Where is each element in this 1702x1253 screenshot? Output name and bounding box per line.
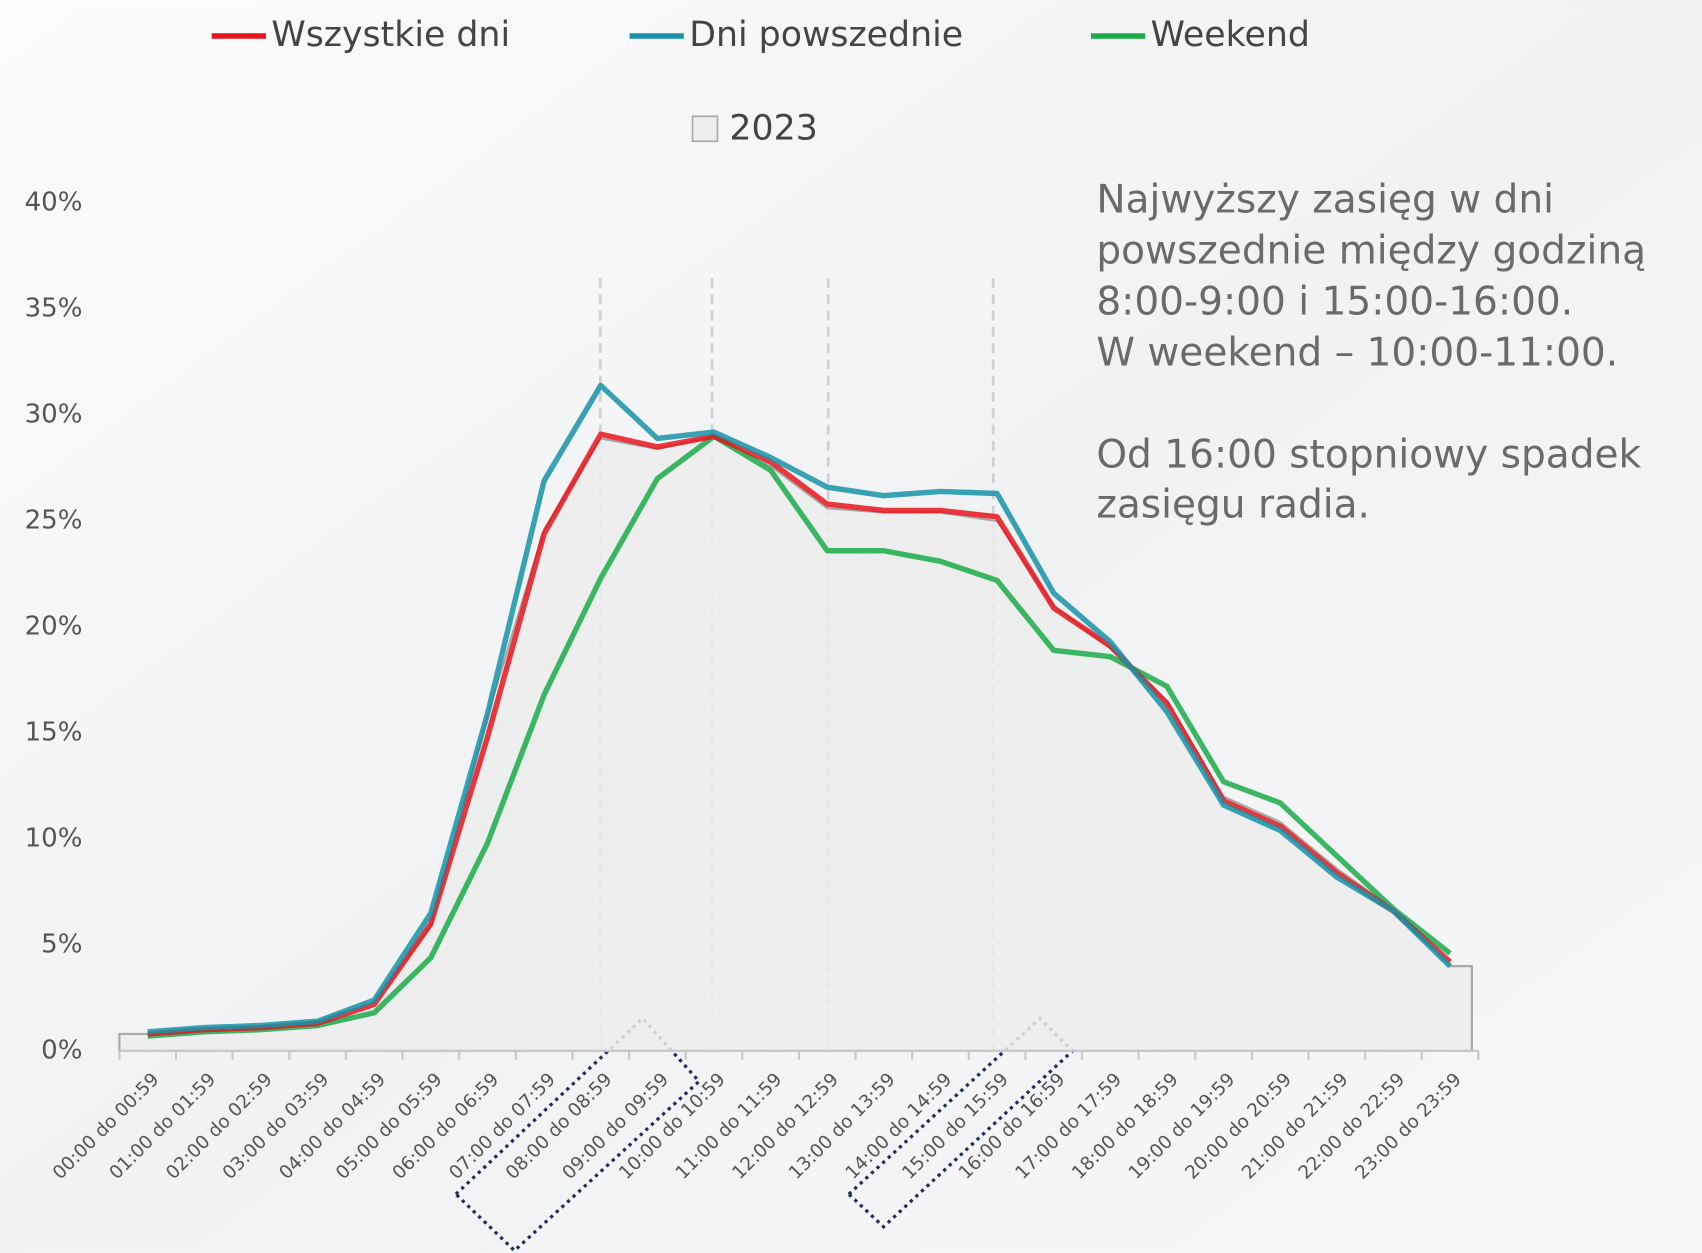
y-tick-label: 5% [41, 929, 82, 959]
y-tick-label: 40% [25, 188, 83, 218]
y-tick-label: 35% [25, 294, 83, 324]
y-tick-label: 10% [25, 823, 83, 853]
page: {"chart_data": { "type": "line", "catego… [0, 0, 1702, 1253]
y-tick-label: 15% [25, 718, 83, 748]
annotation-line: powszednie między godziną [1096, 229, 1646, 274]
annotation-line: zasięgu radia. [1096, 483, 1370, 528]
y-tick-label: 30% [25, 400, 83, 430]
annotation-line: W weekend – 10:00-11:00. [1096, 331, 1618, 376]
legend-swatch [693, 116, 718, 141]
annotation-line: 8:00-9:00 i 15:00-16:00. [1096, 280, 1573, 325]
legend-label: Dni powszednie [689, 15, 963, 55]
y-tick-label: 0% [41, 1035, 82, 1065]
annotation: Najwyższy zasięg w dni powszednie między … [1096, 178, 1646, 528]
annotation-line: Najwyższy zasięg w dni [1096, 178, 1554, 223]
y-tick-label: 20% [25, 612, 83, 642]
legend-label: 2023 [729, 108, 817, 148]
chart: Najwyższy zasięg w dni powszednie między … [0, 0, 1702, 1253]
legend-label: Wszystkie dni [271, 15, 510, 55]
legend-label: Weekend [1151, 15, 1310, 55]
y-tick-label: 25% [25, 506, 83, 536]
annotation-line: Od 16:00 stopniowy spadek [1096, 433, 1641, 478]
